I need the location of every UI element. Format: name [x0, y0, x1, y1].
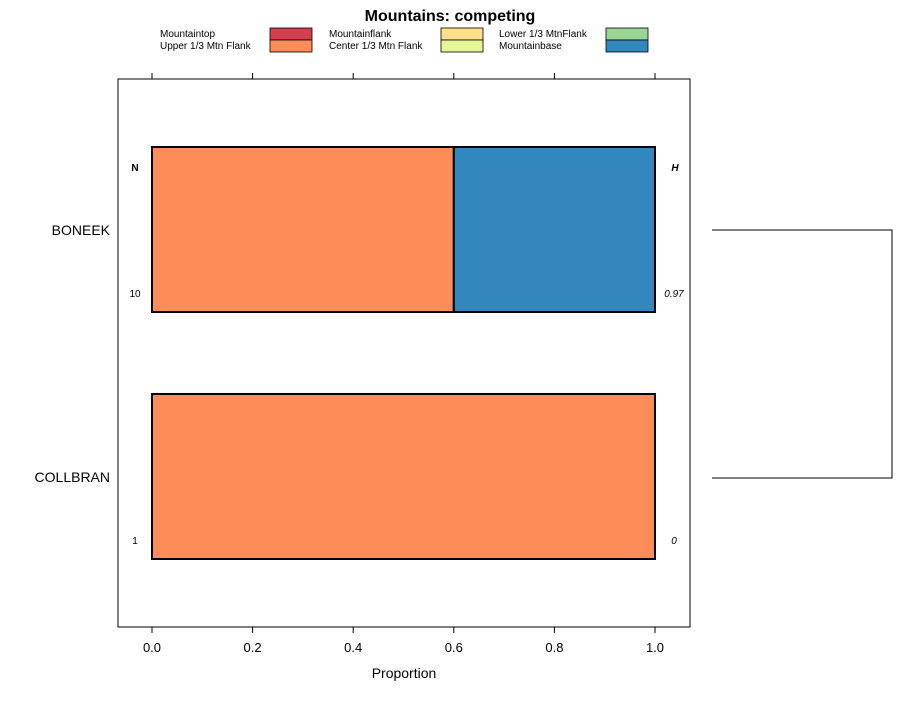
x-tick-label: 0.2: [244, 640, 262, 655]
bar-segment: [452, 146, 656, 313]
legend-label: Mountainflank: [329, 29, 392, 40]
x-axis-label: Proportion: [372, 665, 437, 681]
chart-title: Mountains: competing: [365, 8, 536, 25]
legend-swatch: [269, 39, 313, 53]
legend-label: Lower 1/3 MtnFlank: [499, 29, 588, 40]
legend-label: Upper 1/3 Mtn Flank: [160, 41, 252, 52]
x-tick-label: 1.0: [646, 640, 664, 655]
legend-swatch: [605, 27, 649, 41]
h-header: H: [671, 163, 679, 174]
plot-frame: [117, 78, 691, 628]
x-tick-label: 0.8: [545, 640, 563, 655]
x-axis: 0.0 0.2 0.4 0.6 0.8 1.0: [143, 73, 664, 655]
bar-segment: [151, 393, 656, 560]
dendrogram: [712, 229, 893, 479]
bars: BONEEK COLLBRAN: [35, 146, 656, 560]
n-header: N: [131, 163, 138, 174]
legend-label: Mountainbase: [499, 41, 562, 52]
y-category-label: BONEEK: [52, 222, 111, 238]
h-value: 0.97: [664, 289, 684, 300]
dendrogram-branch: [712, 229, 893, 479]
legend-label: Mountaintop: [160, 29, 215, 40]
n-value: 1: [132, 536, 138, 547]
legend-label: Center 1/3 Mtn Flank: [329, 41, 423, 52]
legend-swatch: [605, 39, 649, 53]
x-tick-label: 0.0: [143, 640, 161, 655]
x-tick-label: 0.6: [445, 640, 463, 655]
x-tick-label: 0.4: [344, 640, 362, 655]
legend-swatch: [440, 39, 484, 53]
annotations: 10 0.971 0N H: [129, 163, 684, 547]
bar-segment: [151, 146, 455, 313]
y-category-label: COLLBRAN: [35, 469, 110, 485]
h-value: 0: [671, 536, 677, 547]
legend-swatch: [269, 27, 313, 41]
n-value: 10: [129, 289, 141, 300]
legend-swatch: [440, 27, 484, 41]
